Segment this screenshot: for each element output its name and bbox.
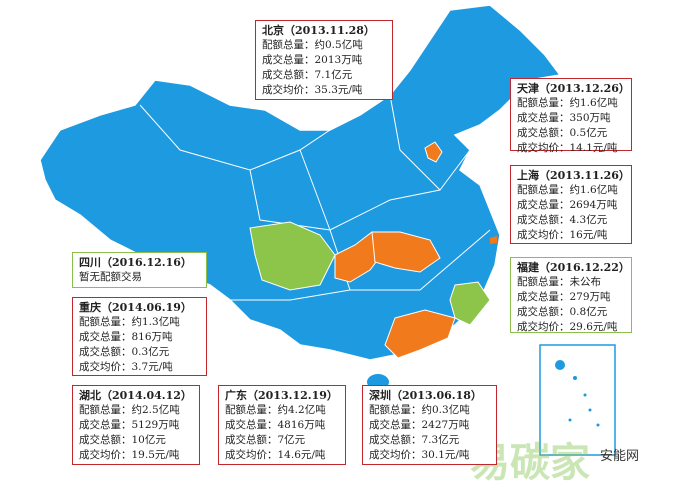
info-box: 深圳（2013.06.18） 配额总量：约0.3亿吨 成交总量：2427万吨 成交总额…	[362, 385, 497, 465]
sichuan	[249, 221, 336, 291]
box-title: 四川（2016.12.16）	[79, 256, 192, 269]
box-title: 深圳（2013.06.18）	[369, 389, 482, 402]
box-line: 暂无配额交易	[79, 271, 142, 283]
info-box: 湖北（2014.04.12） 配额总量：约2.5亿吨 成交总量：5129万吨 成交总额…	[72, 385, 200, 465]
box-line: 成交总量：2694万吨	[517, 199, 618, 211]
tianjin	[424, 141, 443, 163]
box-line: 配额总量：约2.5亿吨	[79, 404, 180, 416]
info-box: 四川（2016.12.16） 暂无配额交易	[72, 252, 207, 288]
south-sea-inset	[539, 344, 616, 456]
box-line: 成交均价：14.6元/吨	[225, 449, 326, 461]
info-box: 福建（2016.12.22） 配额总量：未公布 成交总量：279万吨 成交总额：0.8…	[510, 257, 632, 333]
box-line: 配额总量：约4.2亿吨	[225, 404, 326, 416]
box-title: 湖北（2014.04.12）	[79, 389, 192, 402]
box-line: 成交均价：30.1元/吨	[369, 449, 470, 461]
fujian	[449, 281, 491, 326]
box-line: 配额总量：约1.3亿吨	[79, 316, 180, 328]
box-line: 配额总量：约0.3亿吨	[369, 404, 470, 416]
box-line: 成交总量：350万吨	[517, 112, 611, 124]
box-line: 成交总额：7亿元	[225, 434, 306, 446]
info-box: 上海（2013.11.26） 配额总量：约1.6亿吨 成交总量：2694万吨 成交总额…	[510, 165, 632, 244]
box-title: 重庆（2014.06.19）	[79, 301, 192, 314]
box-line: 成交均价：16元/吨	[517, 229, 608, 241]
info-box: 天津（2013.12.26） 配额总量：约1.6亿吨 成交总量：350万吨 成交总额：…	[510, 78, 632, 154]
box-line: 成交总额：7.1亿元	[262, 69, 353, 81]
box-title: 广东（2013.12.19）	[225, 389, 338, 402]
box-line: 配额总量：约0.5亿吨	[262, 39, 363, 51]
box-line: 成交总额：4.3亿元	[517, 214, 608, 226]
box-title: 福建（2016.12.22）	[517, 261, 630, 274]
box-line: 配额总量：约1.6亿吨	[517, 97, 618, 109]
box-line: 成交总量：2427万吨	[369, 419, 470, 431]
box-line: 成交均价：29.6元/吨	[517, 321, 618, 333]
box-line: 配额总量：约1.6亿吨	[517, 184, 618, 196]
box-title: 北京（2013.11.28）	[262, 24, 375, 37]
box-line: 成交总量：279万吨	[517, 291, 611, 303]
box-line: 成交总额：10亿元	[79, 434, 166, 446]
box-line: 成交总量：4816万吨	[225, 419, 326, 431]
box-line: 成交总额：0.5亿元	[517, 127, 608, 139]
inset-islands	[555, 360, 600, 427]
box-line: 成交总量：2013万吨	[262, 54, 363, 66]
box-line: 成交均价：14.1元/吨	[517, 142, 618, 154]
watermark-source: 安能网	[600, 449, 640, 464]
box-title: 天津（2013.12.26）	[517, 82, 630, 95]
info-box: 北京（2013.11.28） 配额总量：约0.5亿吨 成交总量：2013万吨 成交总额…	[255, 20, 393, 100]
shanghai	[490, 236, 497, 244]
box-line: 成交总量：816万吨	[79, 331, 173, 343]
guangdong	[384, 309, 456, 359]
box-line: 成交均价：35.3元/吨	[262, 84, 363, 96]
box-title: 上海（2013.11.26）	[517, 169, 630, 182]
box-line: 配额总量：未公布	[517, 276, 601, 288]
hubei	[371, 231, 441, 273]
info-box: 广东（2013.12.19） 配额总量：约4.2亿吨 成交总量：4816万吨 成交总额…	[218, 385, 346, 465]
box-line: 成交总额：0.3亿元	[79, 346, 170, 358]
info-box: 重庆（2014.06.19） 配额总量：约1.3亿吨 成交总量：816万吨 成交总额：…	[72, 297, 207, 376]
box-line: 成交总额：0.8亿元	[517, 306, 608, 318]
box-line: 成交总额：7.3亿元	[369, 434, 460, 446]
box-line: 成交均价：19.5元/吨	[79, 449, 180, 461]
box-line: 成交均价：3.7元/吨	[79, 361, 173, 373]
box-line: 成交总量：5129万吨	[79, 419, 180, 431]
